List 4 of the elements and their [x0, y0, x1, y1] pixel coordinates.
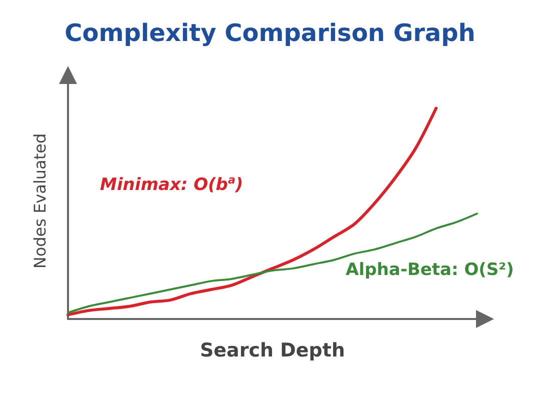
series-label: Alpha-Beta: O(S²): [346, 260, 514, 280]
chart-title: Complexity Comparison Graph: [64, 19, 476, 47]
x-axis-title: Search Depth: [200, 340, 346, 362]
y-axis-title: Nodes Evaluated: [30, 133, 50, 269]
